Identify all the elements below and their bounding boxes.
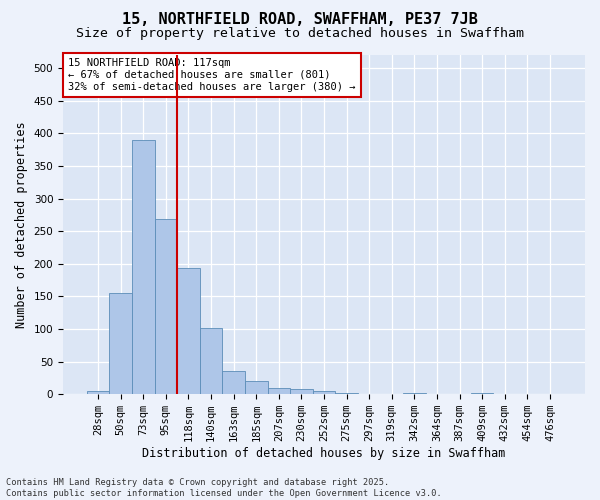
Bar: [268, 388, 290, 394]
Bar: [87, 391, 109, 394]
Bar: [403, 393, 425, 394]
Bar: [335, 393, 358, 394]
Text: 15, NORTHFIELD ROAD, SWAFFHAM, PE37 7JB: 15, NORTHFIELD ROAD, SWAFFHAM, PE37 7JB: [122, 12, 478, 28]
Text: Size of property relative to detached houses in Swaffham: Size of property relative to detached ho…: [76, 28, 524, 40]
Bar: [155, 220, 177, 394]
Bar: [290, 389, 313, 394]
Bar: [177, 268, 200, 394]
Bar: [313, 391, 335, 394]
Bar: [109, 293, 132, 394]
Bar: [200, 328, 223, 394]
Y-axis label: Number of detached properties: Number of detached properties: [15, 122, 28, 328]
Bar: [132, 140, 155, 394]
Bar: [223, 370, 245, 394]
Text: Contains HM Land Registry data © Crown copyright and database right 2025.
Contai: Contains HM Land Registry data © Crown c…: [6, 478, 442, 498]
Bar: [471, 393, 493, 394]
X-axis label: Distribution of detached houses by size in Swaffham: Distribution of detached houses by size …: [142, 447, 506, 460]
Bar: [245, 381, 268, 394]
Text: 15 NORTHFIELD ROAD: 117sqm
← 67% of detached houses are smaller (801)
32% of sem: 15 NORTHFIELD ROAD: 117sqm ← 67% of deta…: [68, 58, 356, 92]
